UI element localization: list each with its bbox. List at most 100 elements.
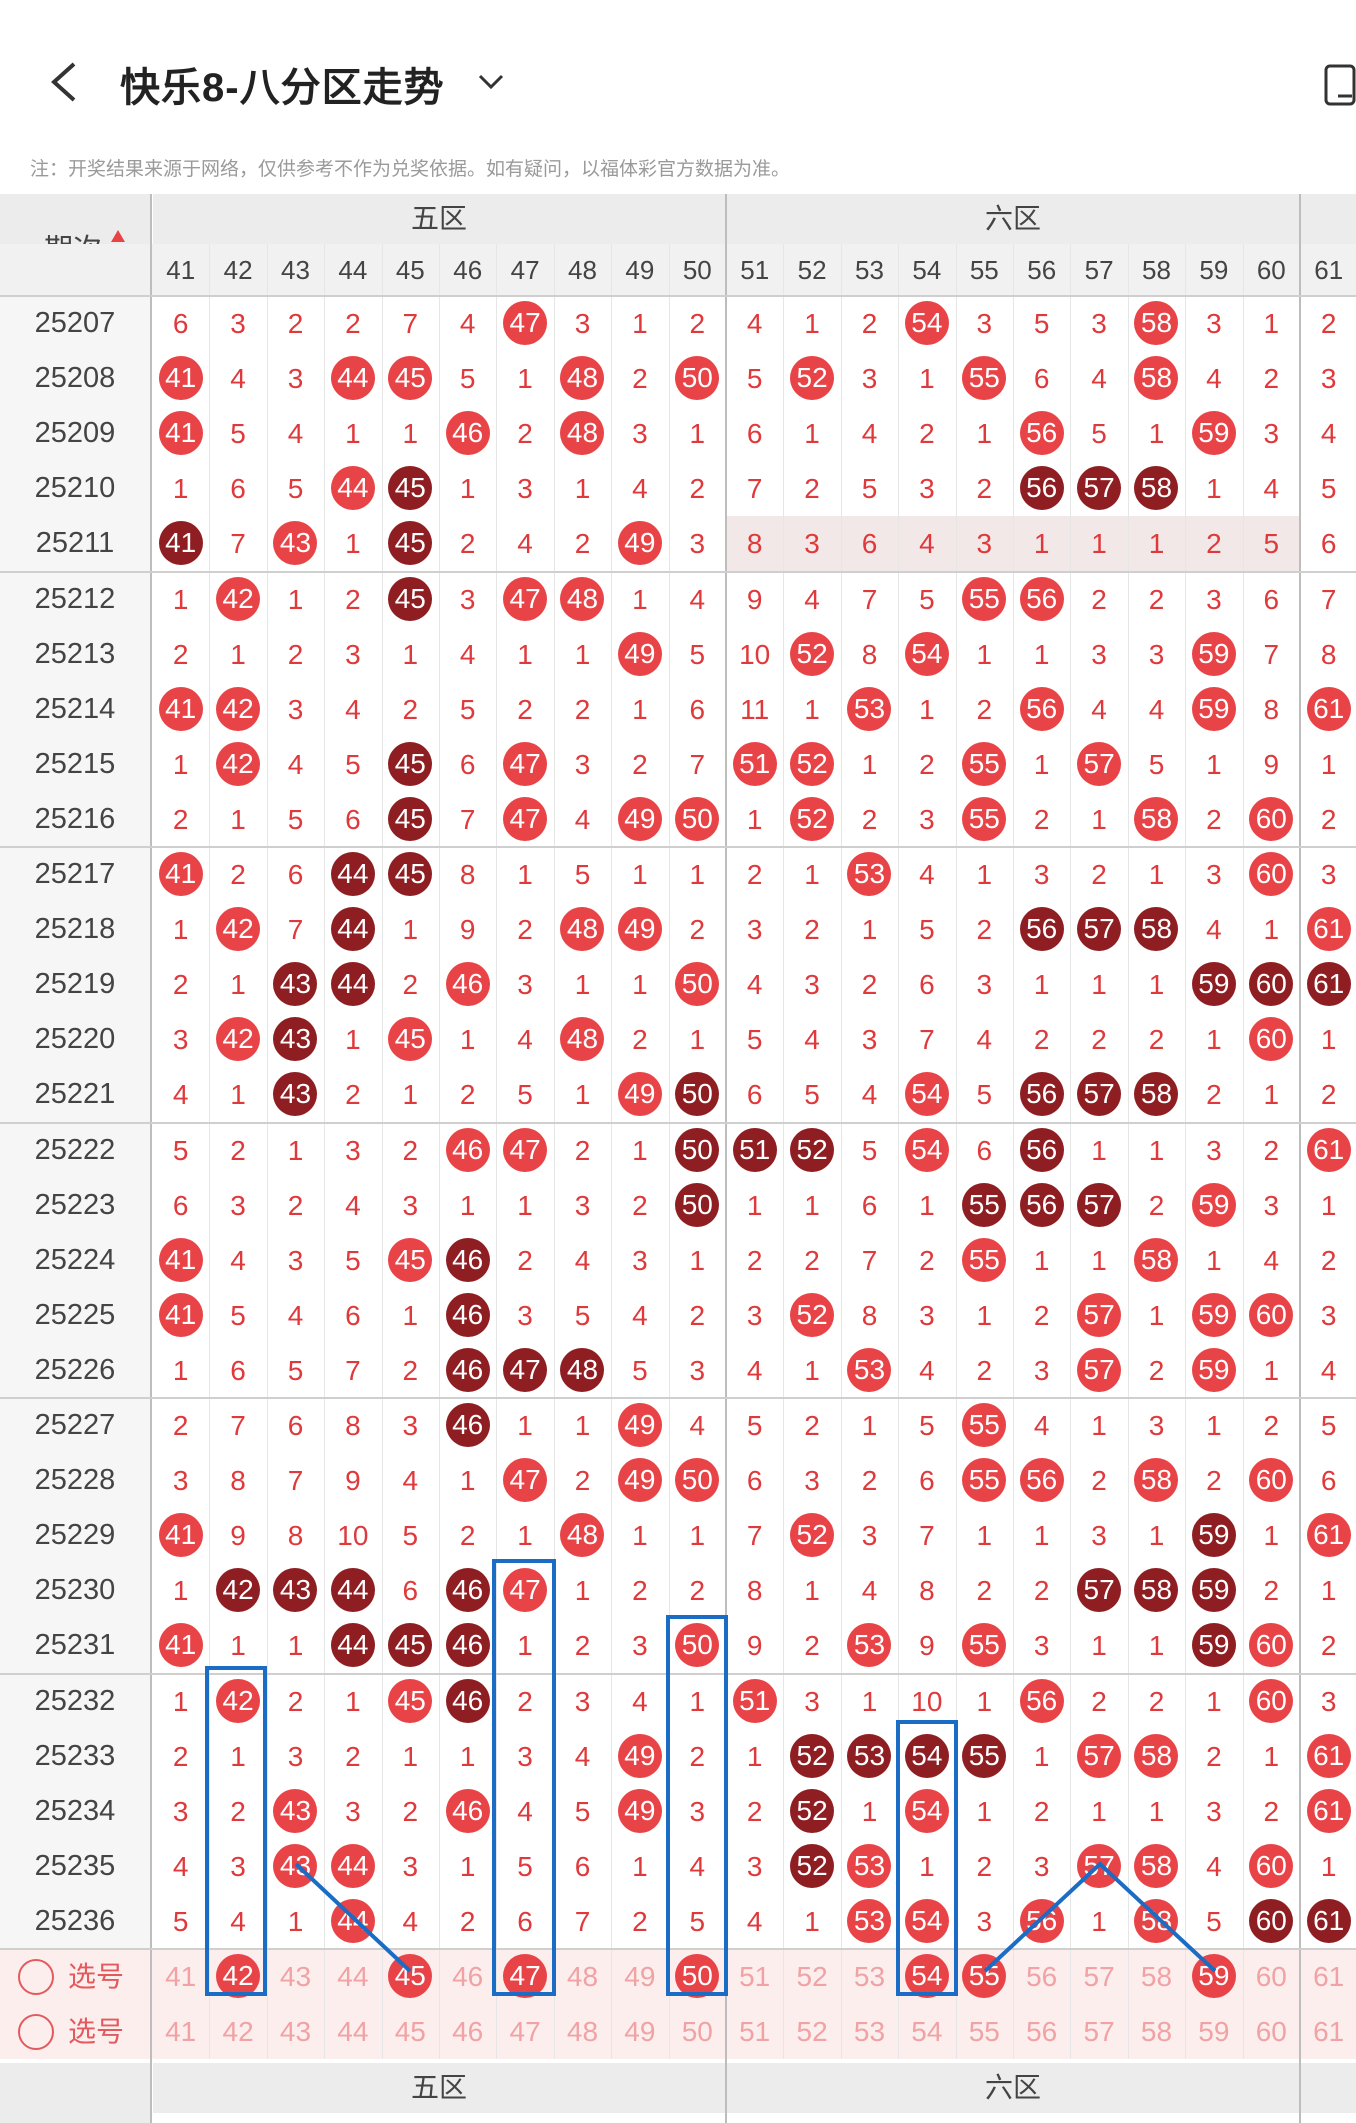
number-cell[interactable]: 2 [1033, 1795, 1050, 1827]
number-cell[interactable]: 3 [287, 1740, 304, 1772]
number-cell[interactable]: 1 [1091, 1410, 1107, 1441]
number-cell[interactable]: 2 [804, 1630, 820, 1662]
hit-ball[interactable]: 49 [617, 631, 662, 676]
number-cell[interactable]: 5 [632, 1354, 648, 1386]
hit-ball[interactable]: 43 [273, 1017, 318, 1062]
number-cell[interactable]: 49 [611, 516, 668, 571]
number-cell[interactable]: 58 [1128, 1563, 1185, 1618]
number-cell[interactable]: 1 [459, 473, 476, 505]
hit-ball[interactable]: 58 [1134, 907, 1179, 952]
hit-ball[interactable]: 50 [675, 796, 720, 841]
number-cell[interactable]: 4 [1148, 693, 1165, 725]
hit-ball[interactable]: 50 [675, 1072, 720, 1117]
number-cell[interactable]: 5 [1263, 528, 1280, 560]
select-number[interactable]: 44 [337, 1961, 369, 1992]
select-number[interactable]: 42 [209, 1949, 266, 2004]
number-cell[interactable]: 1 [172, 914, 189, 946]
number-cell[interactable]: 2 [402, 693, 419, 725]
hit-ball[interactable]: 61 [1306, 1733, 1351, 1778]
number-cell[interactable]: 3 [804, 528, 820, 560]
number-cell[interactable]: 10 [337, 1520, 369, 1552]
chevron-down-icon[interactable] [476, 66, 506, 96]
number-cell[interactable]: 5 [517, 1850, 533, 1882]
number-cell[interactable]: 2 [1263, 363, 1280, 395]
number-cell[interactable]: 3 [230, 1850, 246, 1882]
number-cell[interactable]: 41 [152, 1618, 209, 1673]
number-cell[interactable]: 5 [861, 473, 878, 505]
number-cell[interactable]: 1 [804, 1905, 820, 1937]
select-row-label[interactable]: 选号 [18, 2004, 124, 2059]
number-cell[interactable]: 3 [976, 1905, 993, 1937]
number-cell[interactable]: 2 [402, 1354, 419, 1386]
number-cell[interactable]: 5 [919, 1410, 935, 1441]
number-cell[interactable]: 1 [287, 583, 304, 615]
number-cell[interactable]: 1 [689, 1685, 706, 1717]
number-cell[interactable]: 58 [1128, 902, 1185, 957]
number-cell[interactable]: 8 [287, 1520, 304, 1552]
number-cell[interactable]: 3 [402, 1189, 419, 1221]
number-cell[interactable]: 7 [459, 803, 476, 835]
number-cell[interactable]: 2 [517, 693, 533, 725]
number-cell[interactable]: 1 [459, 1465, 476, 1497]
column-header[interactable]: 52 [797, 255, 827, 285]
number-cell[interactable]: 45 [382, 1674, 439, 1729]
hit-ball[interactable]: 58 [1134, 796, 1179, 841]
hit-ball[interactable]: 53 [847, 852, 892, 896]
column-header[interactable]: 48 [568, 255, 597, 285]
number-cell[interactable]: 59 [1185, 406, 1242, 461]
number-cell[interactable]: 49 [611, 1729, 668, 1784]
number-cell[interactable]: 46 [439, 1398, 496, 1453]
number-cell[interactable]: 51 [726, 1674, 783, 1729]
hit-ball[interactable]: 47 [503, 301, 548, 345]
number-cell[interactable]: 5 [230, 1299, 246, 1331]
number-cell[interactable]: 6 [574, 1850, 591, 1882]
hit-ball[interactable]: 57 [1077, 466, 1122, 511]
hit-ball[interactable]: 45 [388, 741, 433, 786]
hit-ball[interactable]: 51 [732, 1678, 777, 1723]
number-cell[interactable]: 46 [439, 1563, 496, 1618]
number-cell[interactable]: 2 [517, 1244, 533, 1276]
number-cell[interactable]: 1 [1148, 1299, 1165, 1331]
number-cell[interactable]: 60 [1243, 957, 1300, 1012]
number-cell[interactable]: 2 [517, 1685, 533, 1717]
number-cell[interactable]: 8 [746, 1575, 763, 1607]
hit-ball[interactable]: 47 [503, 1347, 548, 1392]
number-cell[interactable]: 2 [574, 693, 591, 725]
number-cell[interactable]: 2 [976, 1575, 993, 1607]
number-cell[interactable]: 46 [439, 1123, 496, 1178]
number-cell[interactable]: 48 [554, 406, 611, 461]
number-cell[interactable]: 6 [689, 693, 706, 725]
number-cell[interactable]: 3 [1263, 1189, 1280, 1221]
number-cell[interactable]: 54 [898, 627, 955, 682]
number-cell[interactable]: 3 [861, 363, 878, 395]
number-cell[interactable]: 42 [209, 1674, 266, 1729]
number-cell[interactable]: 10 [739, 638, 771, 670]
number-cell[interactable]: 2 [345, 1740, 361, 1772]
hit-ball[interactable]: 46 [445, 1623, 490, 1668]
selected-ball[interactable]: 47 [503, 1954, 548, 1998]
number-cell[interactable]: 2 [172, 638, 189, 670]
number-cell[interactable]: 6 [172, 308, 189, 339]
number-cell[interactable]: 57 [1070, 1288, 1127, 1343]
number-cell[interactable]: 1 [861, 748, 878, 780]
number-cell[interactable]: 59 [1185, 682, 1242, 737]
column-header[interactable]: 47 [510, 255, 540, 285]
hit-ball[interactable]: 50 [675, 962, 720, 1007]
hit-ball[interactable]: 45 [388, 1678, 433, 1723]
number-cell[interactable]: 1 [976, 638, 993, 670]
number-cell[interactable]: 6 [1033, 363, 1050, 395]
hit-ball[interactable]: 56 [1019, 576, 1064, 621]
number-cell[interactable]: 57 [1070, 1729, 1127, 1784]
number-cell[interactable]: 1 [632, 859, 648, 890]
hit-ball[interactable]: 43 [273, 962, 318, 1007]
number-cell[interactable]: 6 [919, 969, 935, 1001]
number-cell[interactable]: 4 [1206, 363, 1222, 395]
number-cell[interactable]: 44 [324, 1894, 381, 1949]
number-cell[interactable]: 2 [689, 1740, 706, 1772]
hit-ball[interactable]: 59 [1191, 1623, 1236, 1668]
number-cell[interactable]: 59 [1185, 1288, 1242, 1343]
hit-ball[interactable]: 56 [1019, 466, 1064, 511]
hit-ball[interactable]: 59 [1191, 686, 1236, 731]
number-cell[interactable]: 4 [746, 1905, 763, 1937]
number-cell[interactable]: 5 [919, 914, 935, 946]
